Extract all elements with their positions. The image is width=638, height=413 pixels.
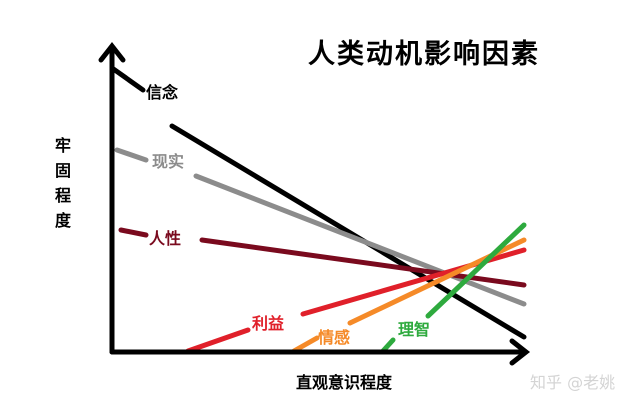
label-reason: 理智: [398, 320, 431, 339]
diagram-title: 人类动机影响因素: [308, 39, 540, 70]
label-interest: 利益: [252, 314, 285, 333]
line-human-nature: [118, 227, 527, 288]
y-axis-label: 牢 固 程 度: [55, 138, 75, 238]
y-axis: [98, 41, 126, 355]
label-belief: 信念: [146, 83, 179, 102]
line-reality: [114, 147, 527, 307]
watermark: 知乎 @老姚: [530, 373, 616, 392]
line-belief: [109, 65, 527, 340]
label-reality: 现实: [152, 152, 185, 171]
x-axis: [109, 338, 531, 366]
y-axis-label-char: 牢: [55, 136, 72, 155]
y-axis-label-char: 程: [55, 186, 72, 205]
label-human-nature: 人性: [149, 229, 182, 248]
y-axis-label-char: 度: [55, 211, 72, 230]
x-axis-label: 直观意识程度: [296, 373, 393, 392]
label-emotion: 情感: [318, 328, 351, 347]
line-reason: [380, 222, 527, 354]
y-axis-label-char: 固: [55, 161, 72, 180]
